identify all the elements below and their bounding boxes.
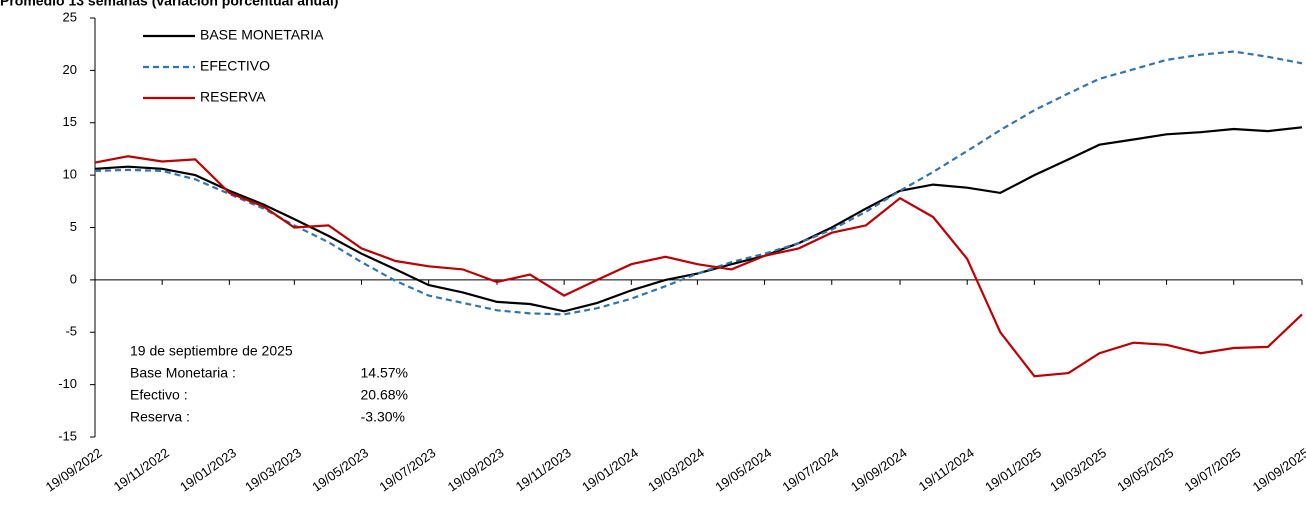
x-tick-label: 19/03/2023 (242, 445, 304, 495)
x-tick-label: 19/03/2024 (645, 445, 707, 495)
x-tick-label: 19/05/2023 (309, 445, 371, 495)
chart-title: Promedio 13 semanas (variación porcentua… (0, 0, 338, 9)
annotation: 19 de septiembre de 2025 (130, 343, 293, 359)
x-tick-label: 19/07/2023 (376, 445, 438, 495)
x-tick-label: 19/01/2024 (579, 445, 641, 495)
legend-label: EFECTIVO (200, 58, 270, 74)
legend-label: BASE MONETARIA (200, 27, 324, 43)
annotation: Efectivo : (130, 387, 188, 403)
y-tick-label: 5 (70, 219, 77, 234)
y-tick-label: 10 (63, 167, 77, 182)
y-tick-label: 25 (63, 9, 77, 24)
x-tick-label: 19/07/2025 (1182, 445, 1244, 495)
x-tick-label: 19/09/2025 (1250, 445, 1306, 495)
y-tick-label: 15 (63, 114, 77, 129)
annotation: 14.57% (361, 365, 408, 381)
y-tick-label: 20 (63, 62, 77, 77)
annotation: -3.30% (361, 409, 405, 425)
x-tick-label: 19/09/2024 (848, 445, 910, 495)
annotation: 20.68% (361, 387, 408, 403)
series-line (94, 50, 1303, 316)
legend-label: RESERVA (200, 89, 266, 105)
x-tick-label: 19/05/2024 (712, 445, 774, 495)
y-tick-label: -5 (65, 324, 77, 339)
x-tick-label: 19/01/2023 (177, 445, 239, 495)
x-tick-label: 19/11/2024 (916, 445, 977, 494)
y-tick-label: -15 (58, 428, 77, 443)
x-tick-label: 19/05/2025 (1114, 445, 1176, 495)
series-line (94, 126, 1303, 313)
x-tick-label: 19/11/2023 (513, 445, 574, 494)
y-tick-label: 0 (70, 271, 77, 286)
y-tick-label: -10 (58, 376, 77, 391)
x-tick-label: 19/09/2022 (43, 445, 105, 495)
x-tick-label: 19/03/2025 (1047, 445, 1109, 495)
series-line (94, 155, 1303, 378)
annotation: Base Monetaria : (130, 365, 236, 381)
x-tick-label: 19/09/2023 (445, 445, 507, 495)
x-tick-label: 19/07/2024 (780, 445, 842, 495)
x-tick-label: 19/01/2025 (982, 445, 1044, 495)
x-tick-label: 19/11/2022 (111, 445, 172, 494)
annotation: Reserva : (130, 409, 190, 425)
